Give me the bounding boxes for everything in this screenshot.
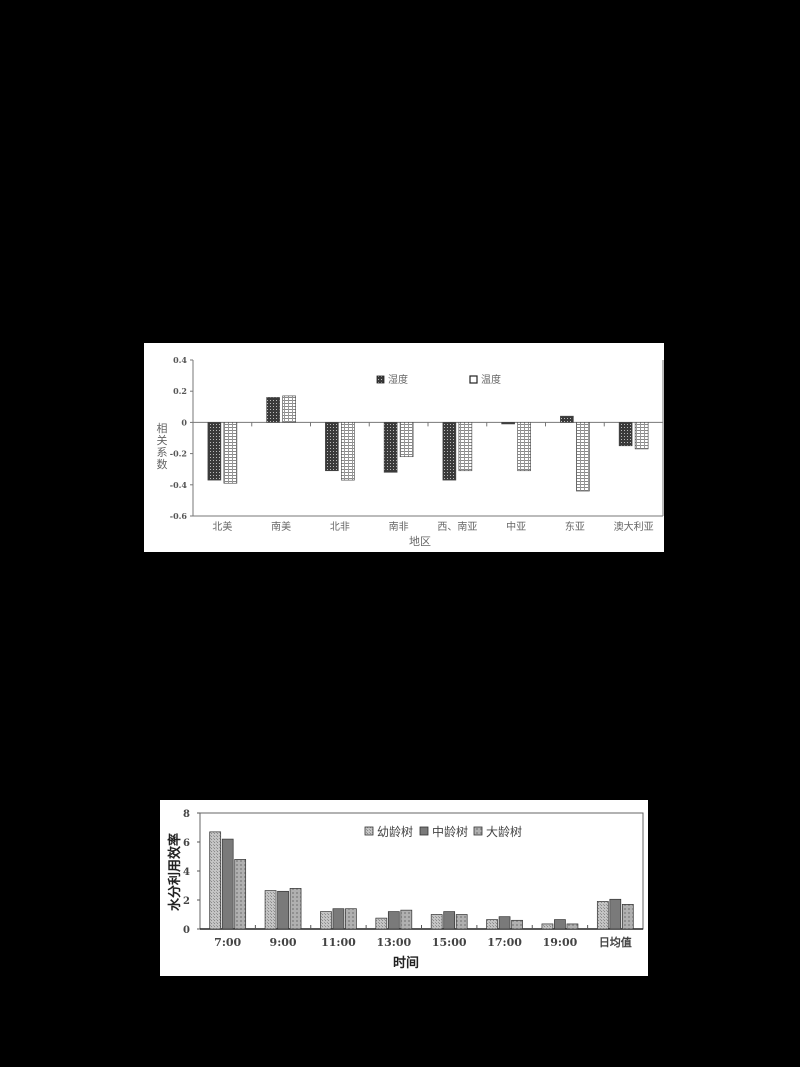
legend-swatch-young-tree xyxy=(364,826,374,836)
legend-label-humidity: 湿度 xyxy=(388,373,408,386)
bar-young-tree xyxy=(375,917,388,930)
legend-label-young-tree: 幼龄树 xyxy=(377,824,413,839)
chart2-legend: 幼龄树 中龄树 大龄树 xyxy=(364,824,522,839)
chart1-axes xyxy=(190,359,664,517)
bar-middle-tree xyxy=(221,838,234,930)
y-axis-title-char: 数 xyxy=(157,458,168,471)
bar-temperature xyxy=(458,422,473,472)
x-category-label: 南美 xyxy=(271,520,291,533)
x-category-label: 西、南亚 xyxy=(437,520,477,533)
chart2-labels: 8 6 4 2 0 7:00 9:00 11:00 13:00 15:00 17:00 19:00 日均… xyxy=(183,809,632,949)
bar-old-tree xyxy=(400,909,413,930)
bar-old-tree xyxy=(455,914,468,930)
x-category-label: 9:00 xyxy=(270,936,297,949)
bar-temperature xyxy=(282,395,296,423)
bar-temperature xyxy=(576,422,590,492)
x-category-label: 东亚 xyxy=(565,520,585,533)
chart1-legend: 湿度 温度 xyxy=(376,373,501,386)
legend-swatch-humidity xyxy=(376,375,385,384)
bar-young-tree xyxy=(209,831,222,930)
bar-middle-tree xyxy=(387,911,400,930)
bar-temperature xyxy=(517,422,531,472)
bar-middle-tree xyxy=(277,890,289,930)
x-category-label: 北美 xyxy=(212,520,232,533)
bar-young-tree xyxy=(430,914,443,930)
y-tick-label: -0.2 xyxy=(170,449,187,459)
legend-label-old-tree: 大龄树 xyxy=(486,824,522,839)
y-tick-label: 0.2 xyxy=(173,386,187,396)
bar-middle-tree xyxy=(443,911,456,930)
chart2-bars xyxy=(209,831,634,930)
chart1-bars xyxy=(207,395,649,492)
bar-young-tree xyxy=(596,901,609,930)
chart1-labels: 0.4 0.2 0 -0.2 -0.4 -0.6 北美 南美 北非 南非 西、南亚 中亚 东亚 澳大利亚 xyxy=(170,355,654,533)
bar-humidity xyxy=(442,422,457,481)
bar-temperature xyxy=(634,422,649,450)
bar-temperature xyxy=(341,422,355,481)
water-use-efficiency-bar-chart: 8 6 4 2 0 7:00 9:00 11:00 13:00 15:00 17:00 19:00 日均… xyxy=(167,809,644,971)
y-tick-label: 0 xyxy=(183,925,190,936)
y-tick-label: -0.4 xyxy=(170,480,188,490)
bar-young-tree xyxy=(264,890,277,930)
x-category-label: 19:00 xyxy=(543,936,578,949)
x-axis-title: 地区 xyxy=(409,535,431,548)
water-use-efficiency-chart-panel: 8 6 4 2 0 7:00 9:00 11:00 13:00 15:00 17:00 19:00 日均… xyxy=(160,800,648,976)
x-category-label: 17:00 xyxy=(487,936,522,949)
bar-humidity xyxy=(383,422,398,473)
y-tick-label: 6 xyxy=(183,838,190,849)
correlation-chart-panel: 0.4 0.2 0 -0.2 -0.4 -0.6 北美 南美 北非 南非 西、南亚 中亚 东亚 澳大利亚 … xyxy=(144,343,664,552)
bar-humidity xyxy=(501,422,515,425)
bar-old-tree xyxy=(511,919,523,930)
bar-young-tree xyxy=(541,923,554,930)
x-category-label: 南非 xyxy=(389,520,409,533)
y-axis-title-char: 关 xyxy=(157,433,168,447)
bar-humidity xyxy=(325,422,339,472)
bar-humidity xyxy=(560,415,574,423)
y-tick-label: 8 xyxy=(183,809,190,820)
y-tick-label: 2 xyxy=(183,896,190,907)
bar-old-tree xyxy=(289,888,302,930)
legend-swatch-middle-tree xyxy=(419,826,429,836)
chart1-y-axis-title: 相 关 系 数 xyxy=(157,422,168,471)
bar-temperature xyxy=(223,422,238,484)
x-axis-title: 时间 xyxy=(393,955,419,971)
bar-old-tree xyxy=(345,908,357,930)
bar-middle-tree xyxy=(332,908,345,930)
bar-humidity xyxy=(618,422,633,447)
bar-young-tree xyxy=(320,911,332,930)
x-category-label: 澳大利亚 xyxy=(614,520,654,533)
x-category-label: 11:00 xyxy=(321,936,356,949)
legend-label-temperature: 温度 xyxy=(481,373,501,386)
y-axis-title: 水分利用效率 xyxy=(167,833,183,911)
y-axis-title-char: 系 xyxy=(157,446,168,459)
x-category-label: 中亚 xyxy=(506,520,526,533)
bar-young-tree xyxy=(486,919,498,930)
x-category-label: 15:00 xyxy=(432,936,467,949)
x-category-label: 日均值 xyxy=(599,935,632,949)
bar-old-tree xyxy=(621,903,634,930)
y-tick-label: 0 xyxy=(181,417,187,427)
y-tick-label: 4 xyxy=(183,867,190,878)
bar-old-tree xyxy=(566,923,579,930)
bar-humidity xyxy=(266,397,280,423)
y-tick-label: 0.4 xyxy=(173,355,187,365)
legend-swatch-temperature xyxy=(469,375,478,384)
legend-swatch-old-tree xyxy=(473,826,483,836)
bar-temperature xyxy=(399,422,414,458)
legend-label-middle-tree: 中龄树 xyxy=(432,824,468,839)
bar-middle-tree xyxy=(609,898,622,930)
x-category-label: 7:00 xyxy=(214,936,241,949)
y-tick-label: -0.6 xyxy=(170,511,188,521)
bar-old-tree xyxy=(234,859,247,930)
bar-middle-tree xyxy=(498,916,511,930)
correlation-bar-chart: 0.40.20-0.2-0.4-0.6北美 南美 北非 南非 西、南亚 中亚 东亚 澳大利亚 … xyxy=(157,355,664,548)
y-axis-title-char: 相 xyxy=(157,422,168,435)
bar-middle-tree xyxy=(554,919,566,930)
x-category-label: 13:00 xyxy=(376,936,411,949)
bar-humidity xyxy=(207,422,222,481)
x-category-label: 北非 xyxy=(330,521,350,533)
